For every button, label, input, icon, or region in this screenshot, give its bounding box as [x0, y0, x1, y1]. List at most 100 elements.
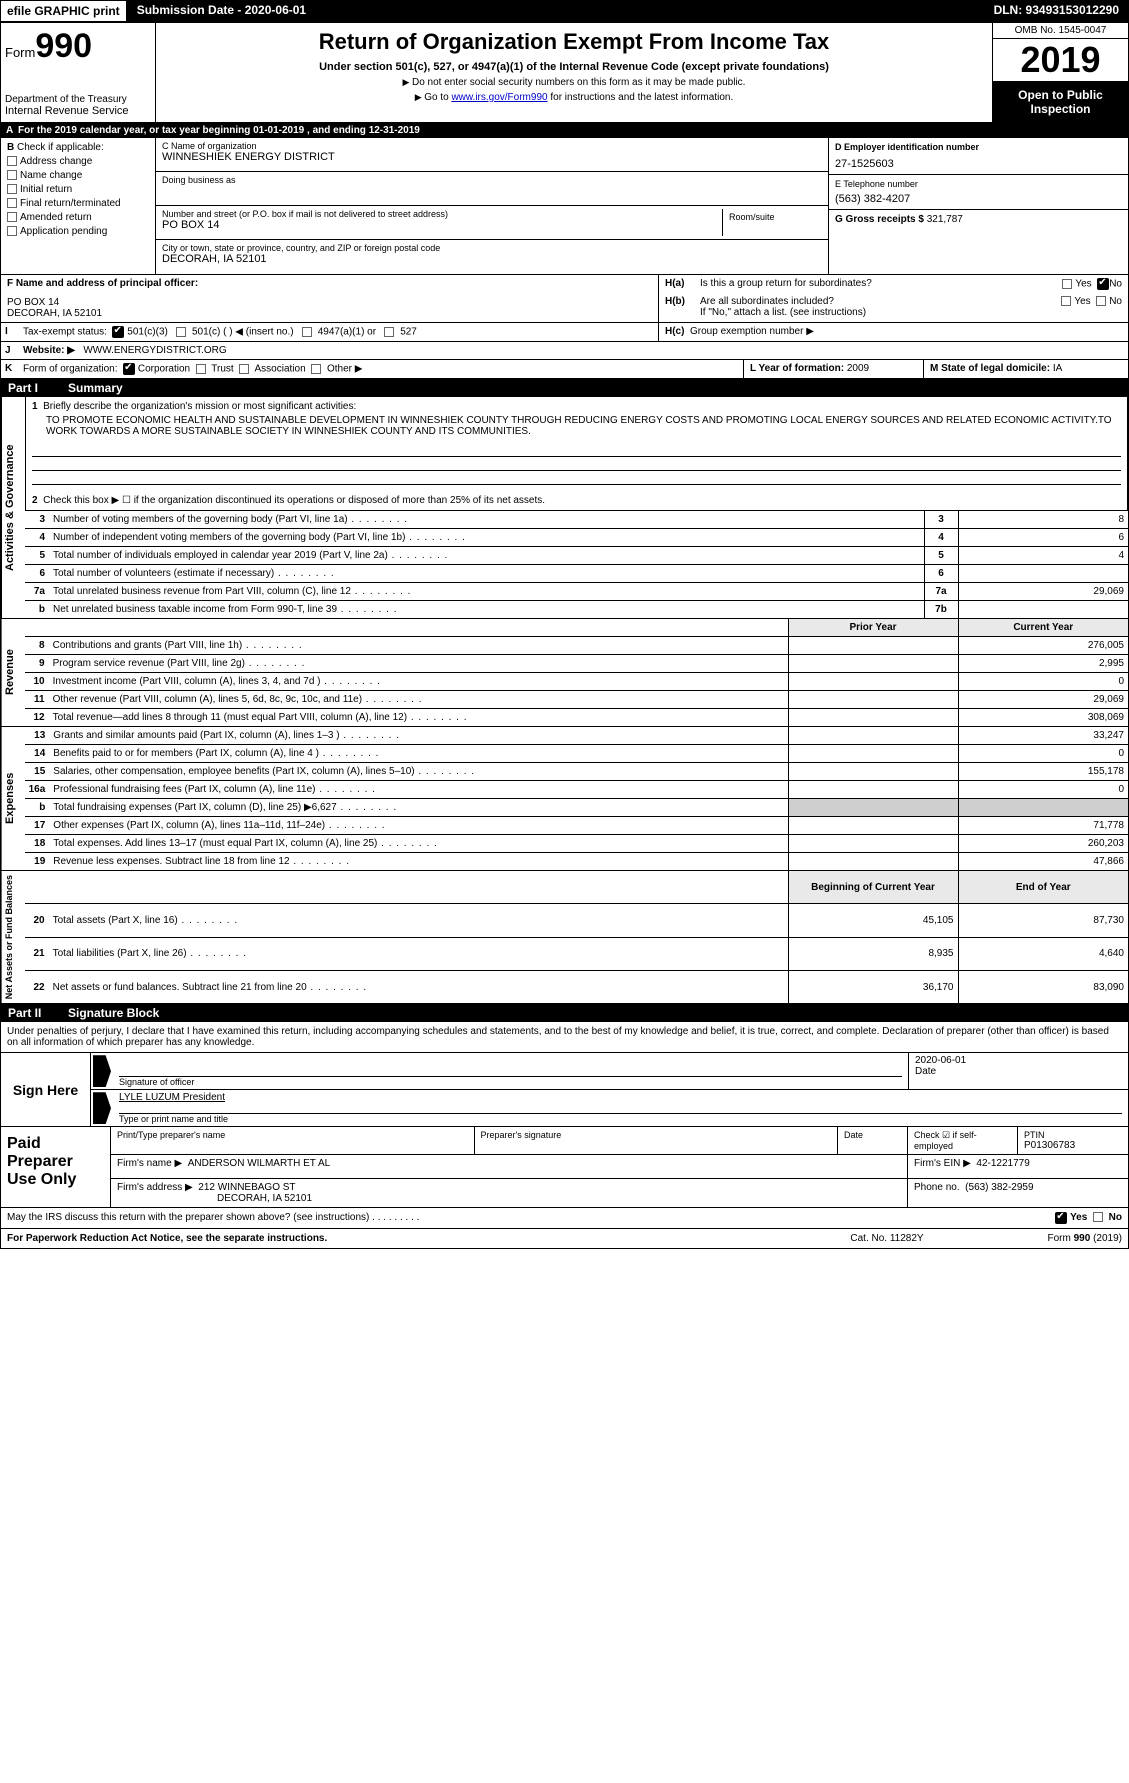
name-arrow-icon: [93, 1092, 111, 1124]
chk-name-change[interactable]: [7, 170, 17, 180]
officer-name: LYLE LUZUM President: [119, 1092, 1122, 1103]
room-label: Room/suite: [729, 212, 816, 222]
line-m: M State of legal domicile: IA: [923, 360, 1128, 378]
table-row: 20Total assets (Part X, line 16)45,10587…: [25, 904, 1128, 938]
footer-right: Form 990 (2019): [962, 1233, 1122, 1244]
chk-association[interactable]: [239, 364, 249, 374]
preparer-name-label: Print/Type preparer's name: [117, 1130, 468, 1140]
firm-ein-label: Firm's EIN ▶: [914, 1158, 971, 1169]
eoy-hdr: End of Year: [958, 871, 1128, 904]
part-i-header: Part I Summary: [0, 379, 1129, 397]
prior-year-hdr: Prior Year: [788, 619, 958, 637]
omb-number: OMB No. 1545-0047: [993, 23, 1128, 39]
section-h: H(a) Is this a group return for subordin…: [658, 275, 1128, 322]
section-b-heading: Check if applicable:: [17, 142, 104, 153]
table-row: 22Net assets or fund balances. Subtract …: [25, 971, 1128, 1004]
table-row: 9Program service revenue (Part VIII, lin…: [25, 655, 1128, 673]
hb-yes[interactable]: [1061, 296, 1071, 306]
chk-corporation[interactable]: [123, 363, 135, 375]
part-ii-header: Part II Signature Block: [0, 1004, 1129, 1022]
line-l: L Year of formation: 2009: [743, 360, 923, 378]
dba-label: Doing business as: [162, 175, 822, 185]
ha-no-checked[interactable]: [1097, 278, 1109, 290]
firm-phone: (563) 382-2959: [965, 1182, 1033, 1193]
side-expenses: Expenses: [1, 727, 25, 870]
section-c: C Name of organization WINNESHIEK ENERGY…: [156, 138, 828, 274]
ein-value: 27-1525603: [835, 158, 1122, 170]
form-org-label: Form of organization:: [23, 364, 118, 375]
chk-final-return[interactable]: [7, 198, 17, 208]
table-row: 15Salaries, other compensation, employee…: [25, 763, 1128, 781]
chk-app-pending[interactable]: [7, 226, 17, 236]
section-deg: D Employer identification number 27-1525…: [828, 138, 1128, 274]
tax-status-label: Tax-exempt status:: [23, 327, 107, 338]
table-row: 16aProfessional fundraising fees (Part I…: [25, 781, 1128, 799]
revenue-table: Prior Year Current Year 8Contributions a…: [25, 619, 1128, 726]
org-name-label: C Name of organization: [162, 141, 822, 151]
table-row: bTotal fundraising expenses (Part IX, co…: [25, 799, 1128, 817]
form-number: Form990: [5, 27, 151, 66]
hb-no[interactable]: [1096, 296, 1106, 306]
phone-value: (563) 382-4207: [835, 193, 1122, 205]
addr-label: Number and street (or P.O. box if mail i…: [162, 209, 722, 219]
irs-link[interactable]: www.irs.gov/Form990: [451, 92, 547, 103]
footer-left: For Paperwork Reduction Act Notice, see …: [7, 1233, 812, 1244]
chk-527[interactable]: [384, 327, 394, 337]
netassets-table: Beginning of Current Year End of Year 20…: [25, 871, 1128, 1003]
expenses-table: 13Grants and similar amounts paid (Part …: [25, 727, 1128, 870]
open-to-public: Open to Public Inspection: [993, 82, 1128, 122]
ha-yes[interactable]: [1062, 279, 1072, 289]
ein-label: D Employer identification number: [835, 142, 979, 152]
page-footer: For Paperwork Reduction Act Notice, see …: [0, 1229, 1129, 1249]
section-f: F Name and address of principal officer:…: [1, 275, 658, 322]
table-row: 19Revenue less expenses. Subtract line 1…: [25, 853, 1128, 871]
table-row: 6Total number of volunteers (estimate if…: [25, 565, 1128, 583]
year-formation-label: L Year of formation:: [750, 363, 844, 374]
sign-arrow-icon: [93, 1055, 111, 1087]
form-header: Form990 Department of the Treasury Inter…: [0, 22, 1129, 123]
hb-label: H(b): [665, 296, 700, 318]
ha-label: H(a): [665, 278, 700, 290]
paid-preparer-block: Paid Preparer Use Only Print/Type prepar…: [0, 1127, 1129, 1208]
table-row: 12Total revenue—add lines 8 through 11 (…: [25, 709, 1128, 727]
website-value: WWW.ENERGYDISTRICT.ORG: [83, 345, 226, 356]
officer-addr1: PO BOX 14: [7, 297, 652, 308]
discuss-yes-checked[interactable]: [1055, 1212, 1067, 1224]
table-row: 7aTotal unrelated business revenue from …: [25, 583, 1128, 601]
hc-label: H(c): [665, 326, 684, 337]
chk-trust[interactable]: [196, 364, 206, 374]
side-revenue: Revenue: [1, 619, 25, 726]
chk-501c3[interactable]: [112, 326, 124, 338]
ha-text: Is this a group return for subordinates?: [700, 278, 1002, 290]
org-address: PO BOX 14: [162, 219, 722, 231]
preparer-sig-label: Preparer's signature: [481, 1130, 832, 1140]
line-i: I Tax-exempt status: 501(c)(3) 501(c) ( …: [0, 323, 1129, 342]
table-row: 13Grants and similar amounts paid (Part …: [25, 727, 1128, 745]
discuss-no[interactable]: [1093, 1212, 1103, 1222]
table-row: 5Total number of individuals employed in…: [25, 547, 1128, 565]
ptin-label: PTIN: [1024, 1130, 1122, 1140]
firm-phone-label: Phone no.: [914, 1182, 960, 1193]
footer-cat: Cat. No. 11282Y: [812, 1233, 962, 1244]
chk-other[interactable]: [311, 364, 321, 374]
chk-amended[interactable]: [7, 212, 17, 222]
penalties-text: Under penalties of perjury, I declare th…: [0, 1022, 1129, 1053]
note-link: Go to www.irs.gov/Form990 for instructio…: [162, 92, 986, 103]
dept-irs: Internal Revenue Service: [5, 105, 151, 117]
self-employed-check[interactable]: Check ☑ if self-employed: [914, 1130, 1011, 1151]
efile-tag: efile GRAPHIC print: [0, 0, 127, 22]
section-b: B Check if applicable: Address change Na…: [1, 138, 156, 274]
chk-4947[interactable]: [302, 327, 312, 337]
ptin-value: P01306783: [1024, 1140, 1122, 1151]
chk-initial-return[interactable]: [7, 184, 17, 194]
year-formation: 2009: [847, 363, 869, 374]
table-row: 17Other expenses (Part IX, column (A), l…: [25, 817, 1128, 835]
firm-name-label: Firm's name ▶: [117, 1158, 182, 1169]
chk-address-change[interactable]: [7, 156, 17, 166]
domicile: IA: [1053, 363, 1062, 374]
chk-501c[interactable]: [176, 327, 186, 337]
current-year-hdr: Current Year: [958, 619, 1128, 637]
table-row: 3Number of voting members of the governi…: [25, 511, 1128, 529]
table-row: 8Contributions and grants (Part VIII, li…: [25, 637, 1128, 655]
part-i-expenses: Expenses 13Grants and similar amounts pa…: [0, 727, 1129, 871]
